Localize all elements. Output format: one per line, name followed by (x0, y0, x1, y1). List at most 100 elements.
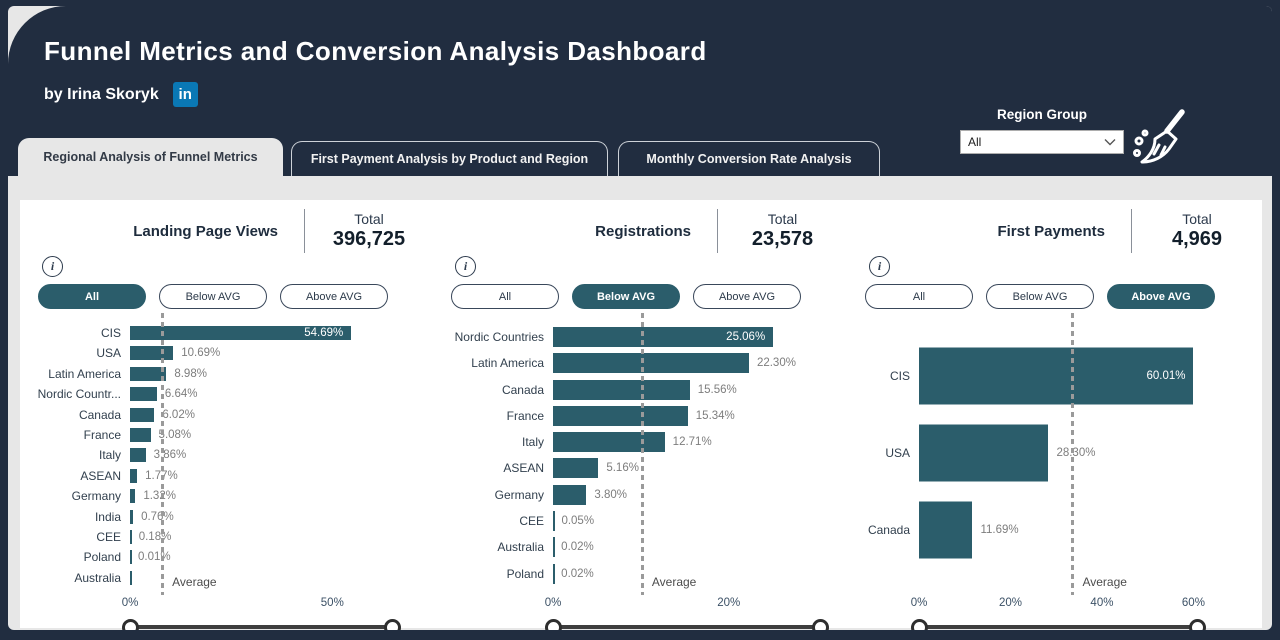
filter-button-all[interactable]: All (865, 284, 973, 309)
filter-button-all[interactable]: All (38, 284, 146, 309)
category-label: CEE (519, 514, 544, 529)
slider-track[interactable] (130, 625, 393, 629)
bar-value-label: 28.30% (1056, 446, 1096, 459)
bar-germany[interactable] (130, 489, 136, 504)
bar-poland[interactable] (130, 550, 132, 565)
category-label: France (83, 427, 121, 442)
bar-value-label: 0.18% (138, 530, 172, 543)
bar-track: 0.02% (553, 537, 821, 558)
report-page: Funnel Metrics and Conversion Analysis D… (8, 6, 1272, 630)
bar-track: 3.80% (553, 484, 821, 505)
bar-france[interactable] (553, 405, 688, 426)
chart-title: Registrations (595, 222, 691, 240)
bar-value-label: 3.86% (153, 449, 187, 462)
bar-cee[interactable] (553, 511, 555, 532)
bar-track: 1.32% (130, 489, 393, 504)
slider-handle-max[interactable] (384, 618, 401, 630)
tab-first-payment-analysis-by-product-and-region[interactable]: First Payment Analysis by Product and Re… (291, 141, 608, 176)
header-divider (304, 209, 305, 253)
bar-australia[interactable] (553, 537, 555, 558)
bar-nordic-countr-[interactable] (130, 387, 157, 402)
bar-track: 0.05% (553, 511, 821, 532)
info-icon[interactable]: i (42, 256, 63, 277)
bar-cis[interactable] (919, 347, 1194, 404)
chart-title: First Payments (997, 222, 1105, 240)
chart-section-3: First Payments Total 4,969 i All Below AVG Abo… (847, 200, 1262, 630)
slider-handle-min[interactable] (545, 618, 562, 630)
bar-usa[interactable] (919, 424, 1049, 481)
bar-france[interactable] (130, 427, 151, 442)
bar-value-label: 22.30% (756, 357, 796, 370)
info-icon[interactable]: i (455, 256, 476, 277)
range-slider[interactable] (911, 618, 1206, 630)
tab-regional-analysis-of-funnel-metrics[interactable]: Regional Analysis of Funnel Metrics (18, 138, 283, 176)
bar-italy[interactable] (553, 432, 665, 453)
tab-monthly-conversion-rate-analysis[interactable]: Monthly Conversion Rate Analysis (618, 141, 880, 176)
bar-italy[interactable] (130, 448, 146, 463)
range-slider[interactable] (122, 618, 401, 630)
table-row: Germany 1.32% (20, 489, 433, 504)
table-row: CIS 60.01% (847, 347, 1262, 404)
bar-canada[interactable] (553, 379, 690, 400)
slider-handle-max[interactable] (1189, 618, 1206, 630)
bar-track: 0.02% (553, 563, 821, 584)
bar-india[interactable] (130, 509, 134, 524)
bar-value-label: 5.08% (158, 428, 192, 441)
bar-track: 54.69% (130, 326, 393, 340)
filter-button-above-avg[interactable]: Above AVG (280, 284, 388, 309)
bar-latin-america[interactable] (553, 353, 749, 374)
slider-handle-min[interactable] (911, 618, 928, 630)
info-icon[interactable]: i (869, 256, 890, 277)
bar-canada[interactable] (919, 501, 973, 558)
table-row: CIS 54.69% (20, 326, 433, 340)
bar-asean[interactable] (130, 468, 138, 483)
bar-usa[interactable] (130, 346, 174, 361)
table-row: Poland 0.02% (433, 563, 847, 584)
table-row: Italy 3.86% (20, 448, 433, 463)
bar-latin-america[interactable] (130, 366, 167, 381)
filter-button-above-avg[interactable]: Above AVG (1107, 284, 1215, 309)
table-row: CEE 0.18% (20, 529, 433, 544)
slider-handle-max[interactable] (812, 618, 829, 630)
bar-cis[interactable] (130, 326, 352, 340)
axis-tick-label: 20% (717, 597, 741, 609)
category-label: USA (96, 346, 121, 361)
bar-track: 60.01% (919, 347, 1198, 404)
filter-button-below-avg[interactable]: Below AVG (159, 284, 267, 309)
bar-track: 3.86% (130, 448, 393, 463)
slider-track[interactable] (553, 625, 821, 629)
range-slider[interactable] (545, 618, 829, 630)
table-row: Italy 12.71% (433, 432, 847, 453)
region-group-label: Region Group (997, 107, 1087, 122)
bar-canada[interactable] (130, 407, 155, 422)
dashboard-header: Funnel Metrics and Conversion Analysis D… (8, 6, 1272, 176)
info-row: i (433, 256, 847, 280)
region-group-dropdown[interactable]: All (960, 130, 1124, 154)
bar-asean[interactable] (553, 458, 599, 479)
bar-track: 28.30% (919, 424, 1198, 481)
bar-poland[interactable] (553, 563, 555, 584)
filter-button-above-avg[interactable]: Above AVG (693, 284, 801, 309)
clear-filters-broom-icon[interactable] (1130, 106, 1194, 170)
bar-nordic-countries[interactable] (553, 327, 774, 347)
filter-button-below-avg[interactable]: Below AVG (572, 284, 680, 309)
linkedin-icon[interactable]: in (172, 82, 198, 107)
bar-australia[interactable] (130, 570, 132, 585)
chart-header: Landing Page Views Total 396,725 (20, 206, 433, 256)
axis-tick-label: 50% (320, 597, 344, 609)
table-row: Australia 0.02% (433, 537, 847, 558)
bar-germany[interactable] (553, 484, 587, 505)
table-row: Nordic Countr... 6.64% (20, 387, 433, 402)
bar-cee[interactable] (130, 529, 132, 544)
table-row: Nordic Countries 25.06% (433, 327, 847, 347)
category-label: CIS (100, 326, 121, 340)
slider-handle-min[interactable] (122, 618, 139, 630)
category-label: Australia (74, 570, 121, 585)
bar-value-label: 15.34% (695, 409, 735, 422)
filter-button-all[interactable]: All (451, 284, 559, 309)
category-label: Latin America (471, 356, 544, 371)
slider-track[interactable] (919, 625, 1198, 629)
chart-section-1: Landing Page Views Total 396,725 i All Below … (20, 200, 433, 630)
filter-button-below-avg[interactable]: Below AVG (986, 284, 1094, 309)
axis-tick-label: 0% (910, 597, 928, 609)
